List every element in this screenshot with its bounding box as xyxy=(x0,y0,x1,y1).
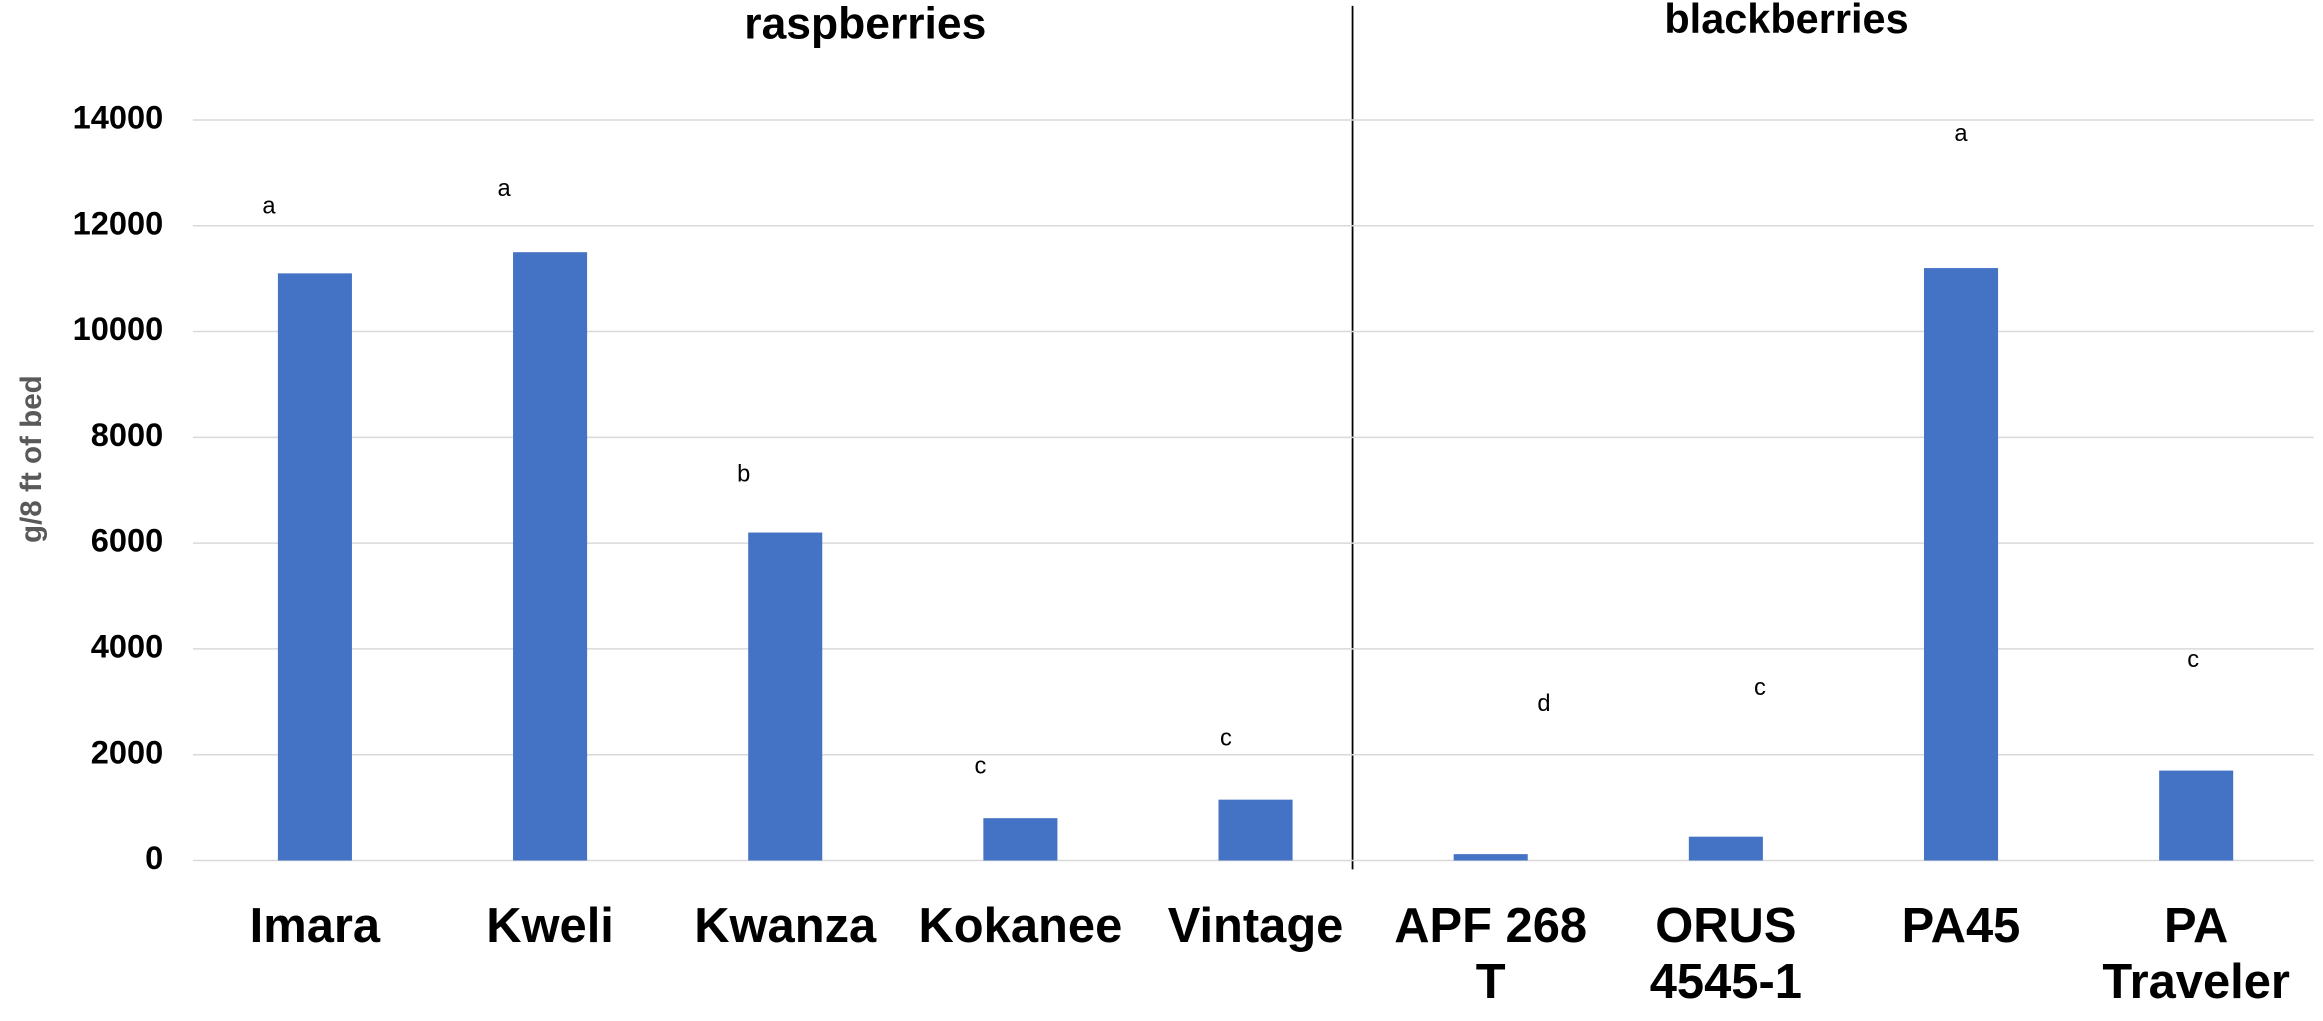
bar xyxy=(1218,799,1293,861)
y-tick-label: 4000 xyxy=(91,629,163,665)
y-tick-label: 8000 xyxy=(91,417,163,453)
group-title: blackberries xyxy=(1664,0,1908,42)
annotation: a xyxy=(498,176,512,202)
x-tick-label: PA Traveler xyxy=(2102,897,2290,1009)
bar xyxy=(2159,770,2234,861)
bar xyxy=(1453,854,1528,861)
annotation: c xyxy=(1754,675,1766,701)
x-tick-label: PA45 xyxy=(1901,897,2021,953)
x-tick-label-box: Imara xyxy=(249,897,381,953)
y-tick-label: 10000 xyxy=(73,311,164,347)
x-tick-label-box: PA Traveler xyxy=(2102,897,2290,1009)
annotation: c xyxy=(2187,647,2199,673)
annotation: a xyxy=(262,194,276,220)
x-tick-label-box: PA45 xyxy=(1901,897,2021,953)
x-tick-label: ORUS 4545-1 xyxy=(1649,897,1802,1009)
bar xyxy=(1688,836,1763,861)
bar xyxy=(748,532,823,861)
bar xyxy=(1923,268,1999,861)
x-tick-label: Kweli xyxy=(486,897,614,953)
annotation: a xyxy=(1954,121,1968,147)
x-tick-label: Kwanza xyxy=(694,897,877,953)
x-tick-label-box: Vintage xyxy=(1167,897,1344,953)
x-tick-label: Vintage xyxy=(1167,897,1344,953)
annotation: d xyxy=(1537,691,1550,717)
y-tick-label: 12000 xyxy=(73,205,164,241)
y-axis-label: g/8 ft of bed xyxy=(15,375,48,543)
y-tick-label: 2000 xyxy=(91,734,163,770)
annotation: c xyxy=(974,753,986,779)
bar xyxy=(983,818,1058,861)
y-tick-label: 0 xyxy=(145,840,163,876)
y-tick-label: 14000 xyxy=(73,100,164,136)
group-title: raspberries xyxy=(744,0,986,48)
x-tick-label-box: APF 268 T xyxy=(1394,897,1588,1009)
x-tick-label: APF 268 T xyxy=(1394,897,1588,1009)
bar xyxy=(513,252,588,861)
x-tick-label-box: Kokanee xyxy=(918,897,1123,953)
annotation: c xyxy=(1220,725,1232,751)
y-tick-label: 6000 xyxy=(91,523,163,559)
x-tick-label: Kokanee xyxy=(918,897,1123,953)
bar xyxy=(277,273,352,861)
annotation: b xyxy=(737,462,750,488)
x-tick-label-box: Kweli xyxy=(486,897,614,953)
x-tick-label: Imara xyxy=(249,897,381,953)
x-tick-label-box: Kwanza xyxy=(694,897,877,953)
x-tick-label-box: ORUS 4545-1 xyxy=(1649,897,1802,1009)
